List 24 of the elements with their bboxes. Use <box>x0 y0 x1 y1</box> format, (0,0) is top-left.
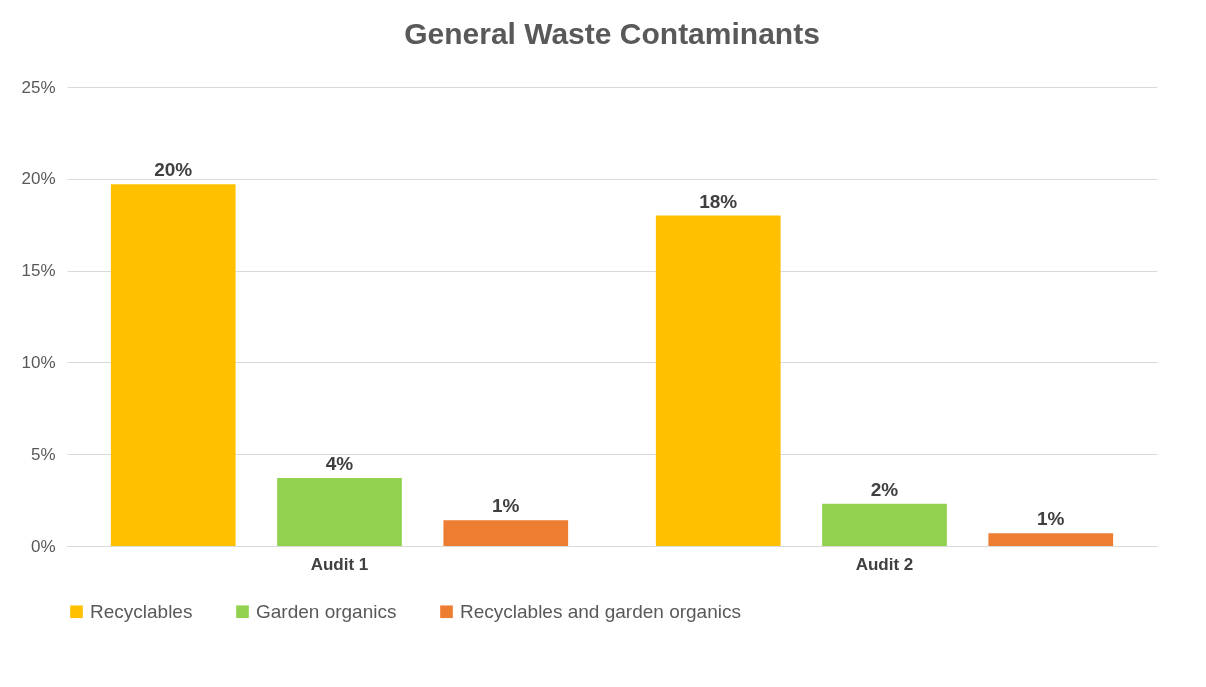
x-tick-label: Audit 2 <box>855 554 914 574</box>
bar <box>443 520 569 546</box>
legend-label: Recyclables <box>90 600 193 622</box>
bar <box>277 478 402 546</box>
y-tick-label: 15% <box>21 261 56 281</box>
data-label: 1% <box>1037 508 1065 530</box>
data-label: 4% <box>325 453 354 475</box>
y-tick-label: 20% <box>21 169 56 189</box>
data-label: 1% <box>492 495 520 517</box>
x-tick-label: Audit 1 <box>310 554 369 574</box>
legend-label: Garden organics <box>256 600 397 622</box>
data-label: 18% <box>699 190 738 212</box>
bar <box>110 184 236 546</box>
data-label: 2% <box>870 478 899 500</box>
data-label: 20% <box>154 159 193 181</box>
bar <box>988 533 1114 546</box>
bar <box>655 215 781 546</box>
y-tick-label: 0% <box>30 536 56 556</box>
y-tick-label: 10% <box>21 352 56 372</box>
bar <box>822 503 947 546</box>
y-tick-label: 25% <box>21 77 56 97</box>
y-tick-label: 5% <box>30 444 56 464</box>
legend-label: Recyclables and garden organics <box>460 600 741 622</box>
chart-title: General Waste Contaminants <box>404 17 820 50</box>
